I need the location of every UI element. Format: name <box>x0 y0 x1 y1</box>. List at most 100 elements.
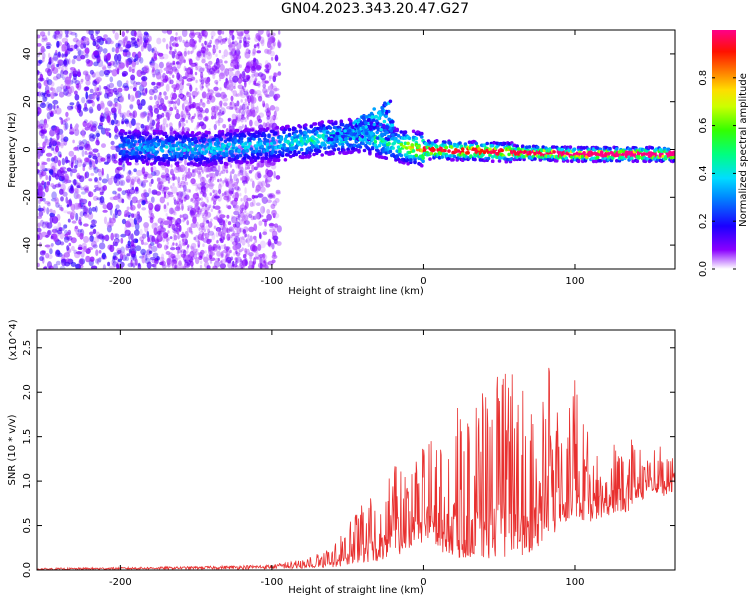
noise-blob <box>197 113 203 121</box>
noise-blob <box>239 263 242 267</box>
noise-blob <box>76 194 81 199</box>
noise-blob <box>230 234 233 239</box>
noise-blob <box>213 123 217 131</box>
ridge-blob <box>121 129 125 133</box>
noise-blob <box>136 30 142 38</box>
ridge-blob <box>265 138 270 143</box>
noise-blob <box>94 71 101 79</box>
noise-blob <box>40 149 45 154</box>
noise-blob <box>58 91 65 98</box>
noise-blob <box>46 42 51 46</box>
noise-blob <box>100 116 105 123</box>
ridge-blob <box>166 160 170 164</box>
ridge-blob <box>469 154 473 158</box>
ridge-blob <box>604 153 608 158</box>
noise-blob <box>154 222 158 226</box>
ridge-blob <box>340 142 345 147</box>
noise-blob <box>197 252 201 256</box>
ridge-blob <box>125 154 129 158</box>
ridge-blob <box>395 127 400 132</box>
noise-blob <box>79 175 85 183</box>
noise-blob <box>82 70 89 76</box>
ridge-blob <box>271 145 275 149</box>
spectrogram-field <box>37 30 675 269</box>
noise-blob <box>197 240 201 248</box>
noise-blob <box>240 260 243 264</box>
noise-blob <box>124 256 130 262</box>
noise-blob <box>229 257 232 262</box>
noise-blob <box>40 45 45 53</box>
noise-blob <box>141 233 147 239</box>
noise-blob <box>204 108 209 114</box>
noise-blob <box>105 115 111 122</box>
ridge-blob <box>229 132 233 137</box>
noise-blob <box>215 120 218 125</box>
noise-blob <box>41 37 45 43</box>
ridge-blob <box>302 138 307 142</box>
ridge-blob <box>252 149 256 154</box>
noise-blob <box>243 90 249 96</box>
noise-blob <box>234 248 237 253</box>
noise-blob <box>123 40 131 49</box>
noise-blob <box>200 197 203 201</box>
noise-blob <box>199 222 205 228</box>
noise-blob <box>272 114 276 121</box>
noise-blob <box>66 245 70 251</box>
noise-blob <box>190 222 197 228</box>
noise-blob <box>60 66 64 74</box>
noise-blob <box>127 222 131 228</box>
ridge-blob <box>276 154 281 159</box>
noise-blob <box>222 229 226 238</box>
ridge-blob <box>302 135 307 140</box>
ridge-blob <box>272 154 277 158</box>
noise-blob <box>189 117 193 121</box>
noise-blob <box>112 261 118 267</box>
noise-blob <box>217 70 220 74</box>
noise-blob <box>130 39 137 45</box>
ridge-blob <box>291 146 296 150</box>
ridge-blob <box>163 131 168 136</box>
noise-blob <box>133 81 138 89</box>
noise-blob <box>175 83 180 91</box>
noise-blob <box>120 266 123 269</box>
noise-blob <box>113 233 118 238</box>
noise-blob <box>186 91 192 98</box>
noise-blob <box>209 172 216 179</box>
noise-blob <box>232 35 235 40</box>
ridge-blob <box>328 126 333 130</box>
noise-blob <box>244 175 250 182</box>
noise-blob <box>206 199 209 203</box>
noise-blob <box>95 77 102 82</box>
noise-blob <box>233 43 236 48</box>
noise-blob <box>210 218 213 223</box>
noise-blob <box>254 172 261 181</box>
noise-blob <box>217 30 222 36</box>
noise-blob <box>208 254 211 258</box>
noise-blob <box>126 253 131 257</box>
ridge-blob <box>169 144 173 148</box>
noise-blob <box>154 239 159 245</box>
noise-blob <box>168 122 173 128</box>
noise-blob <box>83 236 89 243</box>
noise-blob <box>237 163 244 172</box>
noise-blob <box>221 169 226 174</box>
noise-blob <box>158 184 165 192</box>
noise-blob <box>203 228 206 233</box>
noise-blob <box>83 188 89 192</box>
ridge-blob <box>235 128 240 133</box>
noise-blob <box>241 103 246 111</box>
ridge-blob <box>452 154 457 159</box>
noise-blob <box>179 184 182 189</box>
ridge-blob <box>443 148 447 153</box>
noise-blob <box>201 228 204 232</box>
noise-blob <box>145 37 150 46</box>
ridge-blob <box>567 148 571 152</box>
ridge-blob <box>181 131 185 135</box>
noise-blob <box>174 166 180 173</box>
noise-blob <box>220 251 224 258</box>
noise-blob <box>133 168 137 173</box>
noise-blob <box>169 126 173 132</box>
noise-blob <box>207 244 213 252</box>
noise-blob <box>231 168 235 174</box>
noise-blob <box>49 129 55 137</box>
